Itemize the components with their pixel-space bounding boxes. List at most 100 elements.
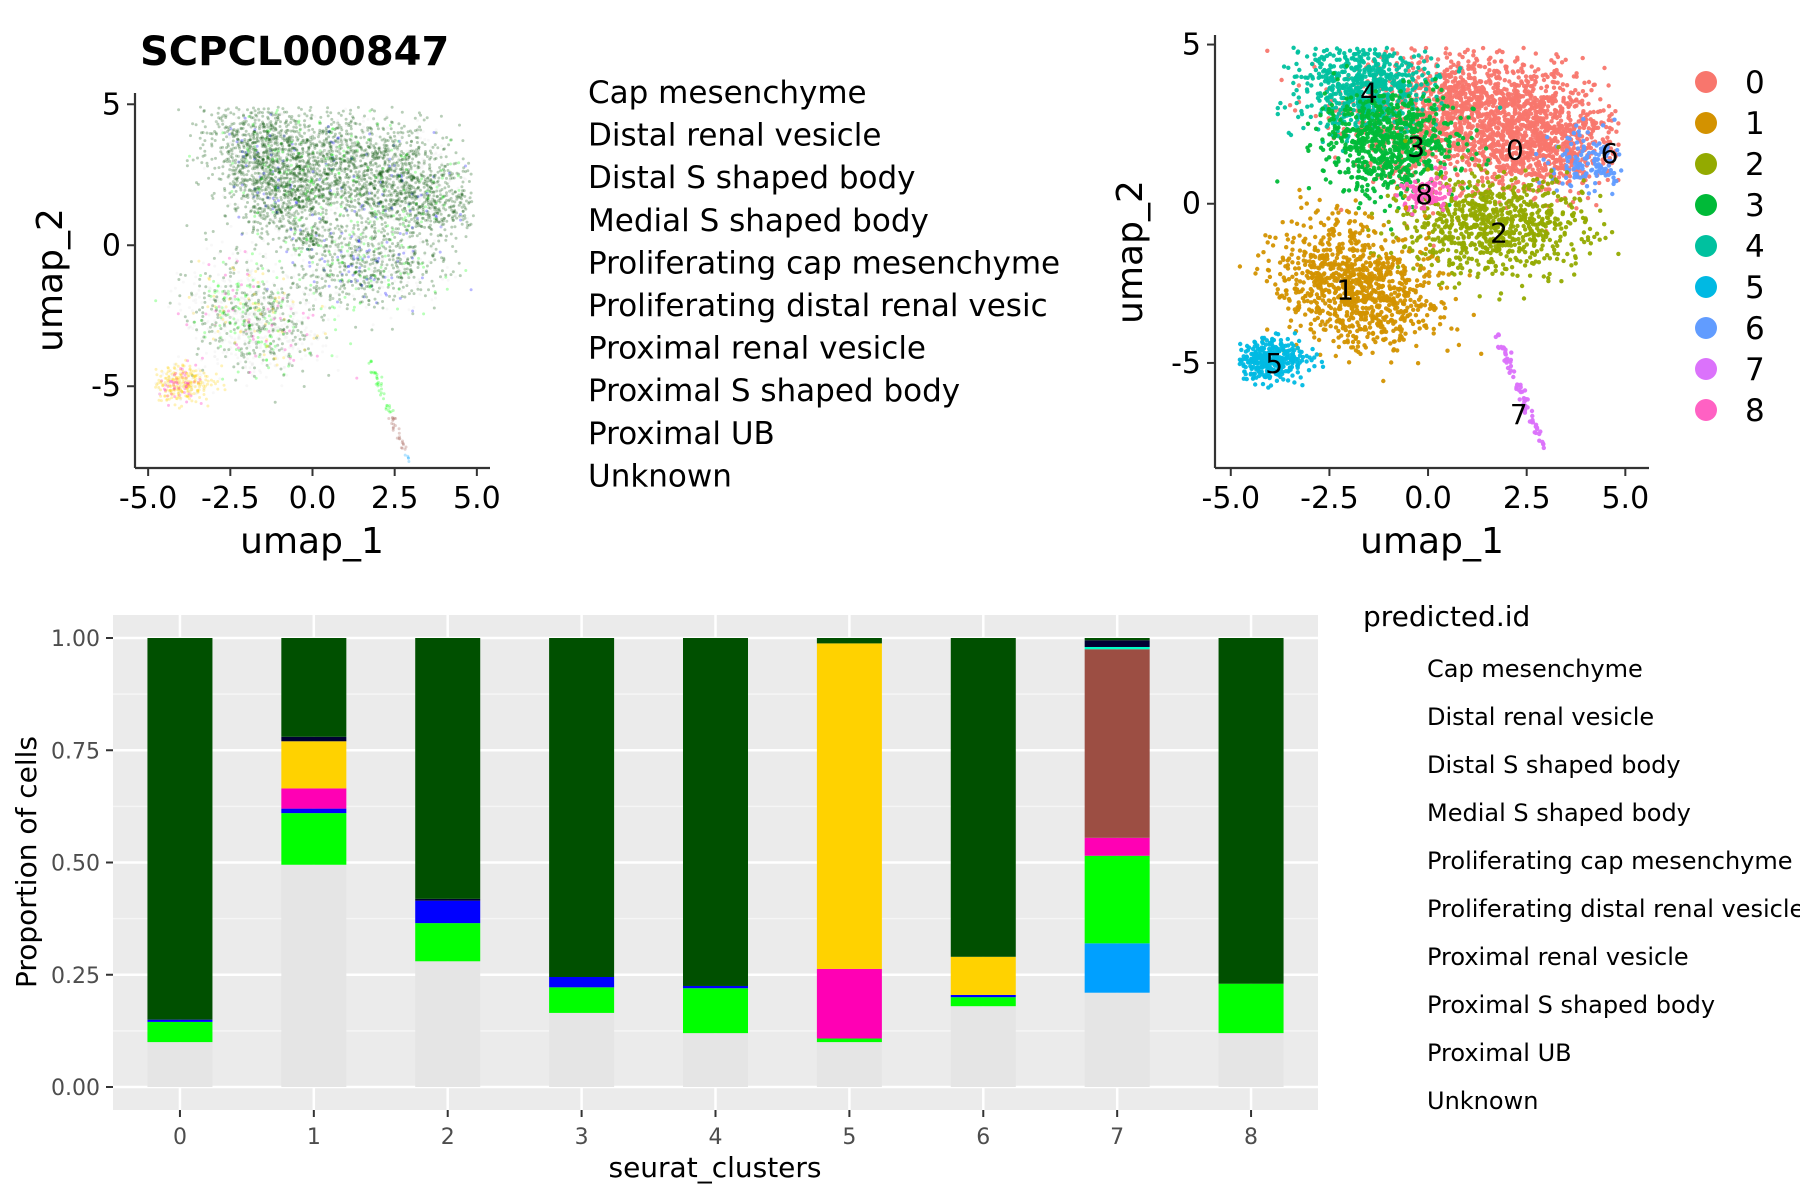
umap-cell-point	[286, 185, 290, 189]
umap-cell-point	[401, 285, 405, 289]
umap-cell-point	[274, 193, 278, 197]
umap-cell-point	[411, 157, 415, 161]
umap-cell-point	[280, 166, 284, 170]
umap-cell-point	[388, 238, 391, 242]
umap-cell-point	[367, 202, 371, 206]
umap-cell-point	[363, 169, 367, 173]
umap-cell-point	[388, 245, 392, 249]
umap-cell-point	[407, 261, 411, 265]
umap-cell-point	[314, 199, 318, 203]
umap-cell-point	[311, 134, 314, 138]
umap-cell-point	[310, 179, 314, 183]
umap-cell-point	[314, 160, 318, 163]
umap-cell-point	[404, 270, 408, 274]
umap-cell-point	[399, 159, 403, 162]
umap-cell-point	[379, 172, 383, 176]
umap-cell-point	[309, 237, 313, 240]
umap-cell-point	[369, 168, 373, 172]
umap-cell-point	[289, 158, 293, 162]
umap-cell-point	[258, 252, 262, 256]
umap-cell-point	[366, 166, 370, 169]
umap-cell-point	[327, 197, 331, 201]
umap-cell-point	[386, 139, 390, 143]
umap-cell-point	[324, 196, 328, 200]
umap-cell-point	[376, 290, 380, 294]
umap-cell-point	[330, 153, 333, 157]
umap-cell-point	[307, 174, 311, 178]
umap-cell-point	[285, 153, 289, 157]
umap-cell-point	[279, 245, 283, 249]
umap-cell-point	[342, 159, 346, 163]
umap-cell-point	[310, 179, 314, 183]
umap-cell-point	[435, 194, 439, 198]
umap-cell-point	[417, 256, 420, 260]
umap-cell-point	[329, 159, 333, 163]
umap-cell-point	[252, 225, 256, 229]
umap-cell-point	[352, 257, 356, 261]
umap-cell-point	[233, 331, 237, 335]
umap-cell-point	[322, 313, 326, 317]
umap-cell-point	[425, 183, 429, 187]
umap-cell-point	[393, 174, 397, 178]
umap-cell-point	[226, 107, 230, 111]
umap-cell-point	[340, 140, 344, 144]
umap-cell-point	[281, 107, 285, 111]
umap-cell-point	[409, 172, 412, 176]
umap-cell-point	[268, 170, 272, 174]
umap-cell-point	[323, 284, 327, 288]
umap-cell-point	[374, 235, 377, 238]
umap-cell-point	[237, 270, 241, 274]
umap-cell-point	[292, 248, 296, 252]
umap-cell-point	[323, 243, 327, 247]
umap-cell-point	[274, 192, 278, 196]
umap-cell-point	[325, 176, 329, 180]
umap-cell-point	[391, 183, 395, 187]
umap-cell-point	[379, 180, 383, 184]
umap-cell-point	[320, 157, 324, 161]
umap-cell-point	[185, 164, 189, 168]
umap-cell-point	[361, 156, 365, 160]
umap-cell-point	[398, 153, 402, 157]
umap-cell-point	[421, 130, 425, 134]
umap-cell-point	[262, 171, 266, 175]
umap-cell-point	[349, 127, 353, 131]
umap-cell-point	[245, 153, 248, 157]
umap-cell-point	[362, 182, 366, 186]
umap-cell-point	[307, 180, 311, 184]
umap-cell-point	[326, 199, 330, 203]
umap-cell-point	[223, 159, 227, 163]
umap-cell-point	[190, 293, 194, 297]
umap-cell-point	[332, 120, 336, 124]
umap-cell-point	[426, 193, 430, 197]
umap-cell-point	[307, 152, 311, 156]
umap-cell-point	[212, 256, 216, 260]
umap-cell-point	[343, 264, 347, 268]
umap-cell-point	[328, 129, 332, 133]
umap-cell-point	[207, 330, 211, 334]
umap-cell-point	[351, 294, 355, 298]
umap-cell-point	[358, 269, 362, 273]
umap-cell-point	[406, 171, 410, 174]
umap-cell-point	[321, 131, 325, 135]
umap-cell-point	[463, 214, 467, 218]
umap-cell-point	[290, 135, 294, 139]
umap-cell-point	[259, 155, 263, 159]
umap-cell-point	[261, 114, 265, 118]
umap-cell-point	[400, 157, 404, 161]
umap-cell-point	[397, 253, 401, 257]
umap-cell-point	[296, 186, 300, 190]
umap-cell-point	[390, 183, 394, 187]
umap-cell-point	[384, 183, 388, 187]
umap-cell-point	[312, 152, 315, 156]
umap-cell-point	[377, 256, 381, 260]
umap-cell-point	[315, 188, 319, 192]
umap-cell-point	[392, 155, 395, 159]
umap-cell-point	[336, 274, 340, 278]
umap-cell-point	[302, 205, 305, 209]
umap-cell-point	[283, 189, 287, 193]
umap-cell-point	[309, 178, 313, 182]
umap-cell-point	[326, 125, 330, 128]
umap-cell-point	[377, 180, 381, 184]
umap-cell-point	[291, 237, 295, 241]
umap-cell-point	[318, 184, 322, 188]
